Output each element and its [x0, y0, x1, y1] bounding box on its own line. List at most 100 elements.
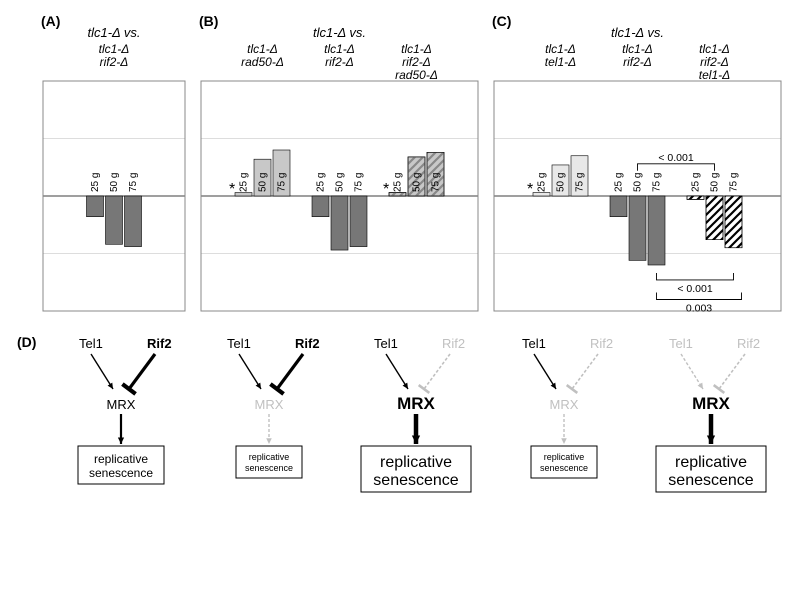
outcome-text1: replicative	[675, 454, 747, 471]
rif2-label: Rif2	[737, 336, 760, 351]
mrx-label: MRX	[397, 394, 435, 413]
outcome-box	[531, 446, 597, 478]
panel-c: (C) tlc1-Δ vs.tlc1-Δtel1-Δ25 g50 g75 g*t…	[490, 15, 785, 322]
cat-label: 25 g	[316, 173, 327, 192]
pvalue: 0.003	[686, 303, 712, 315]
figure: Relative senescence (A)+ 1.0+ 0.5- 0.5- …	[15, 15, 785, 504]
panel-a: (A)+ 1.0+ 0.5- 0.5- 1.0tlc1-Δ vs.tlc1-Δr…	[39, 15, 189, 322]
group-label: tel1-Δ	[699, 68, 730, 82]
outcome-text1: replicative	[248, 452, 289, 462]
y-axis-label: Relative senescence	[0, 128, 3, 248]
outcome-text1: replicative	[380, 454, 452, 471]
cat-label: 75 g	[652, 173, 663, 192]
diagram: Tel1Rif2MRXreplicativesenescence	[645, 334, 785, 504]
bar	[87, 196, 104, 217]
rif2-label: Rif2	[295, 336, 320, 351]
diagrams-row: Tel1Rif2MRXreplicativesenescenceTel1Rif2…	[15, 334, 785, 504]
chart-svg: tlc1-Δ vs.tlc1-Δrad50-Δ25 g50 g75 g*tlc1…	[197, 23, 482, 317]
panel-header: tlc1-Δ vs.	[611, 25, 664, 40]
bar	[629, 196, 646, 260]
outcome-text2: senescence	[89, 466, 153, 480]
group-label: tlc1-Δ	[699, 42, 730, 56]
cat-label: 50 g	[258, 173, 269, 192]
outcome-text2: senescence	[373, 472, 458, 489]
bar	[331, 196, 348, 250]
outcome-text2: senescence	[539, 463, 587, 473]
cat-label: 50 g	[335, 173, 346, 192]
bracket	[657, 273, 734, 280]
cat-label: 75 g	[354, 173, 365, 192]
diagram-svg: Tel1Rif2MRXreplicativesenescence	[645, 334, 785, 504]
cat-label: 75 g	[575, 173, 586, 192]
chart-svg: tlc1-Δ vs.tlc1-Δtel1-Δ25 g50 g75 g*tlc1-…	[490, 23, 785, 317]
cat-label: 25 g	[90, 173, 101, 192]
bar	[312, 196, 329, 217]
diagram-svg: Tel1 Rif2 MRX replicativesenescence	[498, 334, 638, 504]
diagram: Tel1 Rif2 MRX replicativesenescence	[350, 334, 490, 504]
bar	[706, 196, 723, 240]
tel1-label: Tel1	[374, 336, 398, 351]
group-label: tlc1-Δ	[401, 42, 432, 56]
cat-label: 50 g	[710, 173, 721, 192]
bottom-row: (D) Tel1Rif2MRXreplicativesenescenceTel1…	[15, 334, 785, 504]
bar	[725, 196, 742, 248]
outcome-box	[236, 446, 302, 478]
mrx-label: MRX	[692, 394, 730, 413]
panel-header: tlc1-Δ vs.	[87, 25, 140, 40]
cat-label: 75 g	[277, 173, 288, 192]
cat-label: 25 g	[614, 173, 625, 192]
mrx-label: MRX	[254, 397, 283, 412]
star: *	[383, 181, 389, 198]
cat-label: 75 g	[128, 173, 139, 192]
panel-d-label: (D)	[17, 334, 36, 350]
pvalue: < 0.001	[677, 283, 712, 295]
diagram: Tel1Rif2MRXreplicativesenescence	[55, 334, 195, 504]
pvalue: < 0.001	[658, 152, 693, 164]
cat-label: 25 g	[537, 173, 548, 192]
group-label: tel1-Δ	[545, 55, 576, 69]
tel1-label: Tel1	[669, 336, 693, 351]
top-row: Relative senescence (A)+ 1.0+ 0.5- 0.5- …	[15, 15, 785, 322]
group-label: tlc1-Δ	[99, 42, 130, 56]
rif2-label: Rif2	[147, 336, 172, 351]
group-label: tlc1-Δ	[545, 42, 576, 56]
mrx-label: MRX	[549, 397, 578, 412]
diagram: Tel1 Rif2 MRX replicativesenescence	[203, 334, 343, 504]
mrx-label: MRX	[107, 397, 136, 412]
group-label: rad50-Δ	[395, 68, 438, 82]
diagram: Tel1 Rif2 MRX replicativesenescence	[498, 334, 638, 504]
tel1-label: Tel1	[522, 336, 546, 351]
bar	[125, 196, 142, 247]
group-label: rif2-Δ	[325, 55, 354, 69]
group-label: tlc1-Δ	[622, 42, 653, 56]
bar	[235, 193, 252, 196]
cat-label: 50 g	[109, 173, 120, 192]
group-label: rif2-Δ	[100, 55, 129, 69]
cat-label: 25 g	[239, 173, 250, 192]
bar	[687, 196, 704, 199]
cat-label: 75 g	[729, 173, 740, 192]
rif2-label: Rif2	[590, 336, 613, 351]
outcome-text1: replicative	[543, 452, 584, 462]
bar	[610, 196, 627, 217]
rif2-label: Rif2	[442, 336, 465, 351]
bar	[350, 196, 367, 247]
group-label: rif2-Δ	[700, 55, 729, 69]
outcome-text2: senescence	[244, 463, 292, 473]
group-label: tlc1-Δ	[324, 42, 355, 56]
bar	[533, 193, 550, 196]
tel1-label: Tel1	[227, 336, 251, 351]
bar	[106, 196, 123, 244]
bar	[648, 196, 665, 265]
group-label: rad50-Δ	[241, 55, 284, 69]
cat-label: 25 g	[393, 173, 404, 192]
bar	[389, 193, 406, 196]
cat-label: 25 g	[691, 173, 702, 192]
bracket	[638, 164, 715, 171]
chart-svg: + 1.0+ 0.5- 0.5- 1.0tlc1-Δ vs.tlc1-Δrif2…	[39, 23, 189, 317]
cat-label: 50 g	[556, 173, 567, 192]
group-label: rif2-Δ	[623, 55, 652, 69]
cat-label: 75 g	[431, 173, 442, 192]
tel1-label: Tel1	[79, 336, 103, 351]
star: *	[527, 181, 533, 198]
